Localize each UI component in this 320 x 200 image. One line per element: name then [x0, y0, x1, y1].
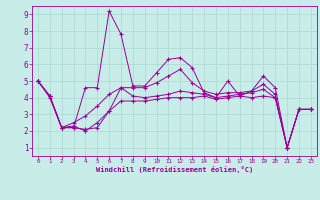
X-axis label: Windchill (Refroidissement éolien,°C): Windchill (Refroidissement éolien,°C)	[96, 166, 253, 173]
